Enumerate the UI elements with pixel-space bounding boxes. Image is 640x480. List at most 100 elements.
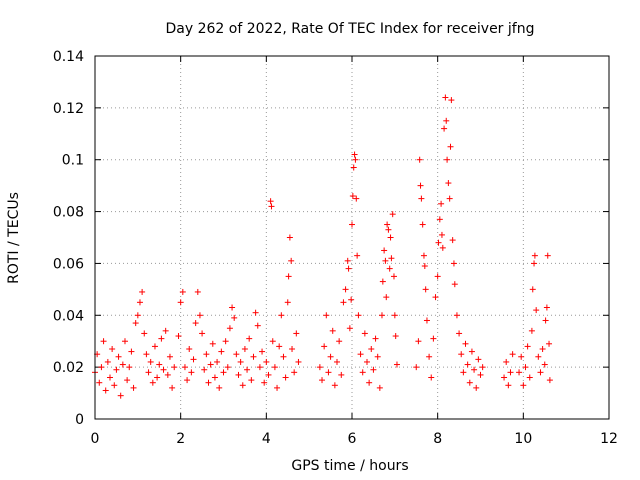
data-point: [291, 369, 298, 376]
data-point: [233, 351, 240, 358]
data-point: [349, 193, 356, 200]
data-point: [546, 377, 553, 384]
data-point: [181, 364, 188, 371]
data-point: [252, 309, 259, 316]
data-point: [246, 335, 253, 342]
data-point: [203, 351, 210, 358]
data-point: [276, 343, 283, 350]
data-point: [446, 195, 453, 202]
data-point: [132, 320, 139, 327]
data-point: [416, 156, 423, 163]
data-point: [126, 364, 133, 371]
data-point: [156, 361, 163, 368]
data-point: [384, 221, 391, 228]
data-point: [415, 338, 422, 345]
data-point: [391, 312, 398, 319]
data-point: [501, 374, 508, 381]
data-point: [473, 384, 480, 391]
data-point: [321, 343, 328, 350]
data-point: [423, 317, 430, 324]
data-point: [462, 340, 469, 347]
data-point: [259, 348, 266, 355]
y-tick-label: 0.06: [53, 256, 84, 272]
data-point: [248, 377, 255, 384]
x-tick-label: 0: [91, 431, 100, 447]
data-point: [385, 226, 392, 233]
data-point: [149, 379, 156, 386]
data-point: [435, 239, 442, 246]
data-point: [128, 348, 135, 355]
data-point: [383, 294, 390, 301]
data-point: [516, 369, 523, 376]
data-point: [139, 288, 146, 295]
data-point: [184, 377, 191, 384]
y-tick-label: 0.04: [53, 308, 84, 324]
plot-frame: [94, 55, 610, 420]
data-point: [361, 330, 368, 337]
x-tick-labels: 0 2 4 6 8 10 12: [91, 431, 618, 447]
data-point: [323, 312, 330, 319]
data-point: [350, 164, 357, 171]
data-point: [422, 286, 429, 293]
data-point: [444, 156, 451, 163]
data-point: [546, 340, 553, 347]
data-point: [353, 195, 360, 202]
data-point: [447, 143, 454, 150]
data-point: [130, 384, 137, 391]
data-point: [346, 325, 353, 332]
data-point: [453, 312, 460, 319]
y-axis-label: ROTI / TECUs: [6, 192, 22, 284]
x-tick-label: 6: [348, 431, 357, 447]
data-point: [352, 156, 359, 163]
data-point: [160, 366, 167, 373]
data-point: [336, 338, 343, 345]
data-point: [451, 281, 458, 288]
data-point: [441, 125, 448, 132]
data-point: [438, 200, 445, 207]
data-point: [351, 151, 358, 158]
data-point: [387, 234, 394, 241]
x-tick-label: 10: [514, 431, 532, 447]
data-point: [417, 182, 424, 189]
data-point: [209, 340, 216, 347]
data-point: [268, 203, 275, 210]
data-point: [372, 335, 379, 342]
data-point: [214, 358, 221, 365]
data-point: [220, 369, 227, 376]
data-point: [526, 374, 533, 381]
data-point: [436, 216, 443, 223]
data-point: [349, 221, 355, 228]
data-point: [419, 221, 426, 228]
data-point: [439, 244, 446, 251]
y-tick-label: 0.14: [53, 49, 84, 65]
data-point: [143, 351, 150, 358]
data-point: [344, 257, 351, 264]
x-axis-label: GPS time / hours: [291, 458, 408, 474]
data-point: [445, 180, 452, 187]
x-tick-label: 4: [262, 431, 271, 447]
data-point: [194, 288, 201, 295]
data-point: [458, 351, 465, 358]
data-point: [226, 325, 233, 332]
data-point: [505, 382, 512, 389]
data-point: [96, 379, 103, 386]
data-point: [342, 286, 349, 293]
data-point: [286, 234, 293, 241]
data-point: [393, 361, 400, 368]
y-tick-labels: 0 0.02 0.04 0.06 0.08 0.1 0.12 0.14: [53, 49, 84, 428]
data-point: [426, 353, 433, 360]
data-point: [509, 351, 516, 358]
data-point: [250, 353, 257, 360]
data-point: [192, 320, 199, 327]
data-point: [237, 358, 244, 365]
data-point: [295, 358, 302, 365]
data-point: [175, 333, 182, 340]
data-point: [241, 345, 248, 352]
data-point: [141, 330, 148, 337]
data-point: [357, 351, 364, 358]
data-point: [179, 288, 186, 295]
data-point: [355, 312, 362, 319]
data-point: [466, 379, 473, 386]
data-point: [535, 353, 542, 360]
